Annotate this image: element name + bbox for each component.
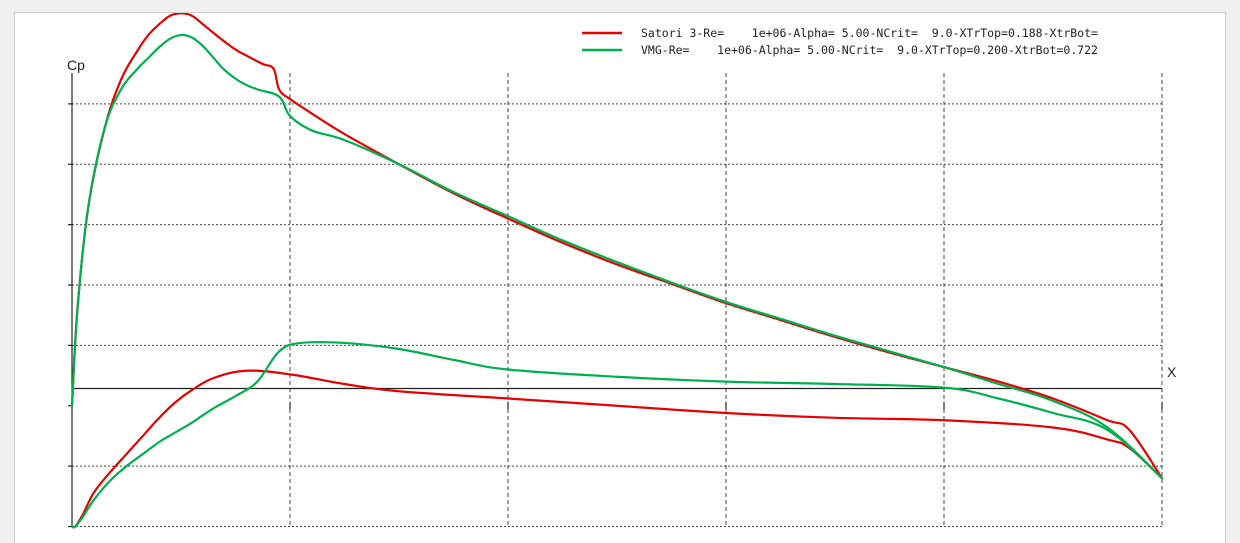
series-vmg-upper-line — [70, 33, 1164, 480]
series-layer — [70, 13, 1164, 529]
cp-plot: Cp X Satori 3-Re= 1e+06-Alpha= 5.00-NCri… — [67, 13, 1177, 529]
grid-layer — [68, 73, 1163, 528]
legend-label-vmg: VMG-Re= 1e+06-Alpha= 5.00-NCrit= 9.0-XTr… — [641, 43, 1098, 57]
series-satori-lower-line — [70, 369, 1164, 529]
legend-label-satori: Satori 3-Re= 1e+06-Alpha= 5.00-NCrit= 9.… — [641, 26, 1098, 40]
series-vmg-lower-line — [70, 340, 1164, 529]
series-satori-upper-line — [70, 13, 1164, 480]
plot-panel: Cp X Satori 3-Re= 1e+06-Alpha= 5.00-NCri… — [14, 12, 1226, 543]
legend: Satori 3-Re= 1e+06-Alpha= 5.00-NCrit= 9.… — [582, 26, 1098, 57]
axes-layer: Cp X — [67, 57, 1177, 527]
x-axis-label: X — [1167, 364, 1177, 380]
y-axis-label: Cp — [67, 57, 85, 73]
